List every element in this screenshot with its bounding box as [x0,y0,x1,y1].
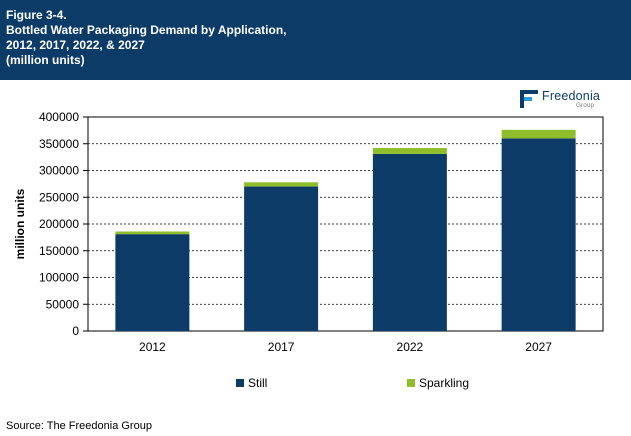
logo-sub: Group [576,102,595,109]
bar-still-2027 [501,138,576,331]
y-tick-label: 50000 [46,297,80,311]
legend-label-still: Still [248,376,267,390]
y-tick-label: 200000 [39,217,79,231]
bar-still-2012 [115,234,190,331]
freedonia-logo-mark-icon [520,90,538,108]
freedonia-logo: Freedonia Group [520,89,610,111]
y-tick-label: 400000 [39,110,79,124]
x-tick-label: 2027 [525,340,552,354]
x-tick-label: 2017 [268,340,295,354]
y-tick-label: 100000 [39,271,79,285]
bar-still-2022 [372,153,447,331]
bar-sparkling-2012 [115,231,190,235]
legend-swatch-still [236,379,244,387]
x-tick-label: 2022 [397,340,424,354]
y-tick-label: 250000 [39,190,79,204]
y-tick-label: 350000 [39,137,79,151]
legend-swatch-sparkling [407,379,415,387]
y-axis-label: million units [13,188,27,259]
x-tick-label: 2012 [139,340,166,354]
y-tick-label: 0 [72,324,79,338]
figure-title-line-1: Bottled Water Packaging Demand by Applic… [6,23,287,37]
figure-header: Figure 3-4. Bottled Water Packaging Dema… [0,0,631,80]
bar-sparkling-2027 [501,129,576,139]
bar-sparkling-2017 [244,182,319,187]
figure-title-line-2: 2012, 2017, 2022, & 2027 [6,38,145,52]
legend-label-sparkling: Sparkling [419,376,469,390]
logo-name: Freedonia [542,89,601,103]
figure-label: Figure 3-4. [6,8,67,22]
y-tick-label: 150000 [39,244,79,258]
y-tick-label: 300000 [39,164,79,178]
figure-title-line-3: (million units) [6,53,85,67]
bar-sparkling-2022 [372,148,447,154]
source-note: Source: The Freedonia Group [6,420,152,432]
bar-still-2017 [244,186,319,331]
